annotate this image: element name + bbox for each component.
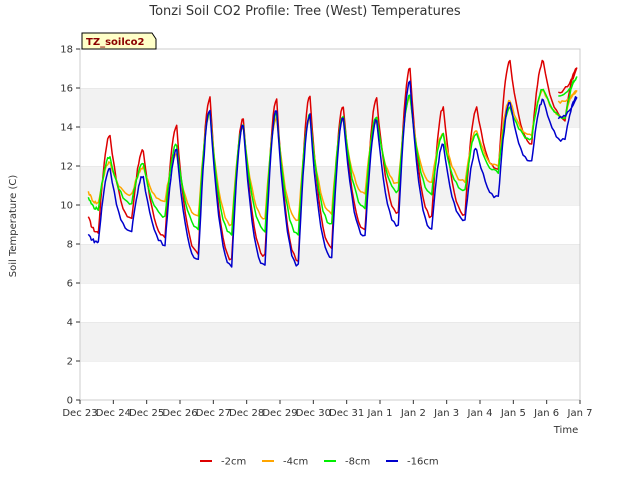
plot-frame: [79, 48, 581, 401]
grid-band: [80, 361, 580, 400]
series-lines: [87, 59, 578, 268]
x-tick-label: Jan 7: [567, 408, 593, 419]
y-tick-label: 12: [60, 162, 73, 173]
grid-band: [80, 244, 580, 283]
series-line-neg8cm: [87, 76, 578, 236]
x-tick-label: Dec 25: [129, 408, 164, 419]
badge-box: [81, 32, 157, 50]
y-tick-label: 8: [67, 240, 73, 251]
x-tick-label: Dec 31: [329, 408, 364, 419]
series-line-neg16cm: [87, 80, 578, 268]
x-tick-label: Jan 2: [400, 408, 426, 419]
y-tick-label: 16: [60, 84, 73, 95]
y-tick-label: 6: [67, 279, 73, 290]
x-tick-label: Jan 3: [433, 408, 459, 419]
y-tick-label: 2: [67, 357, 73, 368]
badge-label: TZ_soilco2: [86, 37, 145, 48]
legend-label: -16cm: [407, 457, 439, 468]
legend: -2cm -4cm -8cm -16cm: [200, 457, 439, 468]
grid-band: [80, 127, 580, 166]
y-tick-label: 0: [67, 396, 73, 407]
x-tick-label: Dec 28: [229, 408, 264, 419]
grid-band: [80, 322, 580, 361]
x-tick-label: Dec 30: [296, 408, 331, 419]
grid-bands: [80, 48, 580, 400]
x-tick-label: Jan 4: [467, 408, 493, 419]
x-tick-label: Dec 24: [96, 408, 131, 419]
grid-band: [80, 49, 580, 88]
x-axis-label: Time: [553, 425, 578, 436]
legend-label: -4cm: [283, 457, 308, 468]
x-tick-label: Dec 27: [196, 408, 231, 419]
y-axis: 0 2 4 6 8 10 12 14 16 18: [60, 45, 80, 407]
x-tick-label: Jan 1: [367, 408, 393, 419]
x-tick-label: Jan 5: [500, 408, 526, 419]
y-tick-label: 14: [60, 123, 73, 134]
x-tick-label: Dec 26: [162, 408, 197, 419]
badge: TZ_soilco2: [81, 32, 157, 50]
grid-band: [80, 283, 580, 322]
x-tick-label: Jan 6: [533, 408, 559, 419]
chart-title: Tonzi Soil CO2 Profile: Tree (West) Temp…: [148, 4, 461, 19]
y-tick-label: 4: [67, 318, 73, 329]
y-axis-label: Soil Temperature (C): [8, 175, 19, 278]
y-tick-label: 18: [60, 45, 73, 56]
grid-band: [80, 205, 580, 244]
grid-band: [80, 166, 580, 205]
grid-band: [80, 88, 580, 127]
y-tick-label: 10: [60, 201, 73, 212]
legend-label: -2cm: [221, 457, 246, 468]
x-tick-label: Dec 23: [62, 408, 97, 419]
legend-label: -8cm: [345, 457, 370, 468]
x-tick-label: Dec 29: [262, 408, 297, 419]
